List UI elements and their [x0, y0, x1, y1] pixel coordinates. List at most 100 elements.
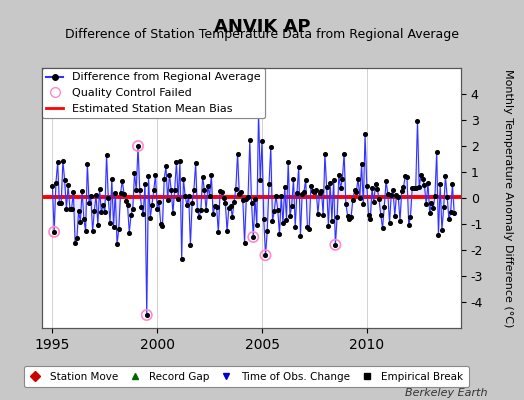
Point: [57, 200, 66, 207]
Point: [226, 203, 235, 209]
Point: [438, 227, 446, 233]
Point: [296, 232, 304, 239]
Point: [396, 218, 404, 224]
Point: [137, 204, 146, 210]
Point: [200, 187, 209, 194]
Point: [279, 220, 287, 226]
Point: [169, 210, 177, 216]
Point: [359, 201, 367, 207]
Point: [190, 186, 198, 193]
Point: [238, 196, 247, 203]
Point: [155, 199, 163, 206]
Point: [111, 190, 119, 196]
Point: [235, 191, 244, 197]
Point: [348, 197, 357, 203]
Point: [122, 198, 130, 204]
Point: [71, 240, 79, 246]
Point: [132, 187, 140, 193]
Point: [364, 212, 373, 218]
Point: [317, 188, 325, 194]
Point: [212, 204, 221, 210]
Point: [322, 184, 331, 190]
Point: [321, 151, 329, 158]
Point: [146, 214, 155, 221]
Point: [249, 234, 257, 240]
Point: [199, 173, 207, 180]
Point: [309, 188, 317, 194]
Point: [143, 312, 151, 318]
Point: [233, 151, 242, 157]
Text: Berkeley Earth: Berkeley Earth: [405, 388, 487, 398]
Point: [244, 193, 252, 200]
Point: [99, 202, 107, 208]
Point: [443, 194, 451, 200]
Point: [301, 176, 310, 183]
Point: [116, 190, 125, 196]
Point: [289, 176, 298, 182]
Point: [143, 312, 151, 318]
Point: [392, 192, 401, 198]
Point: [330, 176, 338, 183]
Point: [422, 201, 430, 208]
Point: [225, 205, 233, 211]
Point: [242, 196, 250, 202]
Point: [254, 109, 263, 115]
Point: [163, 196, 172, 203]
Point: [172, 159, 181, 165]
Point: [298, 190, 307, 197]
Point: [315, 189, 324, 196]
Point: [130, 170, 139, 176]
Point: [288, 202, 296, 209]
Point: [127, 212, 135, 218]
Point: [432, 149, 441, 155]
Point: [372, 180, 380, 187]
Point: [375, 196, 383, 203]
Point: [162, 163, 170, 170]
Point: [274, 206, 282, 213]
Point: [76, 218, 84, 225]
Point: [420, 182, 429, 188]
Point: [340, 150, 348, 157]
Point: [204, 183, 212, 189]
Point: [90, 208, 99, 214]
Point: [336, 185, 345, 192]
Point: [60, 177, 69, 183]
Point: [134, 143, 142, 149]
Point: [390, 212, 399, 219]
Point: [272, 192, 280, 199]
Point: [345, 216, 354, 222]
Point: [258, 138, 266, 144]
Point: [59, 158, 67, 164]
Point: [305, 226, 313, 232]
Point: [354, 176, 362, 182]
Point: [107, 176, 116, 182]
Point: [68, 206, 76, 212]
Point: [196, 206, 205, 213]
Point: [300, 189, 308, 195]
Point: [101, 209, 109, 215]
Point: [343, 212, 352, 219]
Point: [280, 184, 289, 190]
Point: [48, 183, 57, 190]
Point: [149, 187, 158, 194]
Point: [195, 214, 203, 220]
Point: [55, 200, 63, 207]
Point: [188, 200, 196, 206]
Point: [429, 204, 438, 211]
Point: [115, 226, 123, 232]
Point: [89, 228, 97, 234]
Point: [148, 202, 156, 208]
Point: [220, 195, 228, 201]
Point: [326, 180, 334, 186]
Point: [366, 216, 375, 222]
Point: [94, 222, 102, 228]
Point: [97, 209, 105, 215]
Point: [249, 234, 257, 240]
Point: [403, 174, 411, 180]
Point: [357, 161, 366, 167]
Point: [73, 235, 81, 242]
Text: ANVIK AP: ANVIK AP: [214, 18, 310, 36]
Point: [413, 118, 422, 124]
Point: [106, 220, 114, 226]
Point: [74, 208, 83, 214]
